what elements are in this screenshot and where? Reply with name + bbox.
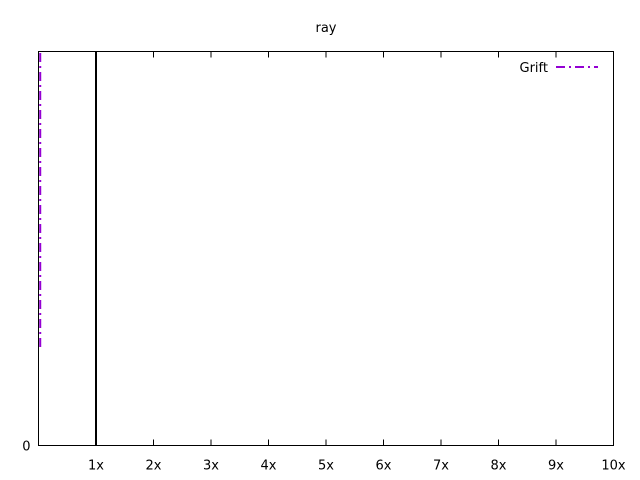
legend: Grift xyxy=(520,61,598,76)
x-tick-label: 2x xyxy=(146,459,162,474)
legend-label: Grift xyxy=(520,61,548,76)
x-tick-label: 5x xyxy=(318,459,334,474)
x-tick-label: 1x xyxy=(88,459,104,474)
chart-title: ray xyxy=(315,21,336,36)
x-tick-label: 6x xyxy=(376,459,392,474)
y-axis-ticks: 0 xyxy=(22,440,30,455)
x-axis-ticks: 1x 2x 3x 4x 5x 6x 7x 8x 9x 10x xyxy=(88,51,626,474)
x-tick-label: 10x xyxy=(601,459,626,474)
x-tick-label: 7x xyxy=(433,459,449,474)
x-tick-label: 9x xyxy=(548,459,564,474)
x-tick-label: 3x xyxy=(203,459,219,474)
x-tick-label: 8x xyxy=(491,459,507,474)
x-tick-label: 4x xyxy=(261,459,277,474)
y-tick-label: 0 xyxy=(22,440,30,455)
